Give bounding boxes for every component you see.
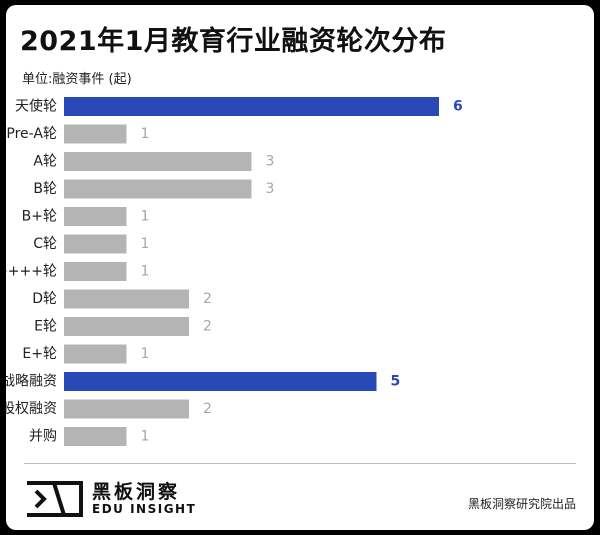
category-label-e轮: E轮 <box>34 319 57 335</box>
value-label-股权融资: 2 <box>203 401 212 417</box>
value-label-b轮: 3 <box>266 181 275 197</box>
footer-divider <box>24 463 576 464</box>
value-label-c轮: 1 <box>141 236 150 252</box>
chart-card: 2021年1月教育行业融资轮次分布 单位:融资事件 (起) 天使轮 6 Pre-A轮… <box>6 5 594 530</box>
value-label-cplusplusplusplus轮: 1 <box>141 264 150 280</box>
logo-name: 黑板洞察 <box>92 481 181 503</box>
value-label-bplus轮: 1 <box>141 209 150 225</box>
unit-label: 单位:融资事件 (起) <box>22 72 132 87</box>
category-label-eplus轮: E+轮 <box>22 346 57 362</box>
bar-e轮 <box>64 317 189 336</box>
bar-eplus轮 <box>64 344 127 364</box>
category-label-cplusplusplusplus轮: C++++轮 <box>6 264 57 280</box>
bar-b轮 <box>64 179 252 199</box>
category-label-d轮: D轮 <box>32 291 57 307</box>
category-label-a轮: A轮 <box>33 154 57 170</box>
source-credit: 黑板洞察研究院出品 <box>467 497 576 511</box>
category-label-战略融资: 战略融资 <box>6 374 57 390</box>
bar-战略融资 <box>64 372 377 391</box>
bar-天使轮 <box>64 97 439 116</box>
category-label-pre-a轮: Pre-A轮 <box>6 126 57 142</box>
bar-股权融资 <box>64 399 189 419</box>
bar-并购 <box>64 427 127 446</box>
category-label-并购: 并购 <box>29 429 57 445</box>
bar-chart: 天使轮 6 Pre-A轮 1 A轮 3 B轮 3 B+轮 1 C轮 1 C++++轮 1 D轮 2 E轮 2 E+轮… <box>6 97 463 446</box>
bar-c轮 <box>64 234 127 254</box>
value-label-pre-a轮: 1 <box>141 126 150 142</box>
brand-logo: 黑板洞察 EDU INSIGHT <box>24 477 199 521</box>
category-label-c轮: C轮 <box>33 236 57 252</box>
logo-mark-icon <box>27 481 83 517</box>
value-label-天使轮: 6 <box>453 99 463 115</box>
category-label-股权融资: 股权融资 <box>6 401 57 417</box>
bar-d轮 <box>64 289 189 309</box>
logo-subtitle: EDU INSIGHT <box>92 502 197 516</box>
bar-a轮 <box>64 152 252 171</box>
value-label-并购: 1 <box>141 429 150 445</box>
value-label-e轮: 2 <box>203 319 212 335</box>
value-label-eplus轮: 1 <box>141 346 150 362</box>
chart-title: 2021年1月教育行业融资轮次分布 <box>20 26 447 57</box>
value-label-战略融资: 5 <box>391 374 401 390</box>
bar-pre-a轮 <box>64 124 127 144</box>
value-label-d轮: 2 <box>203 291 212 307</box>
category-label-天使轮: 天使轮 <box>15 98 57 115</box>
category-label-b轮: B轮 <box>33 181 57 197</box>
category-label-bplus轮: B+轮 <box>22 209 57 225</box>
value-label-a轮: 3 <box>266 154 275 170</box>
bar-cplusplusplusplus轮 <box>64 262 127 281</box>
bar-bplus轮 <box>64 207 127 226</box>
